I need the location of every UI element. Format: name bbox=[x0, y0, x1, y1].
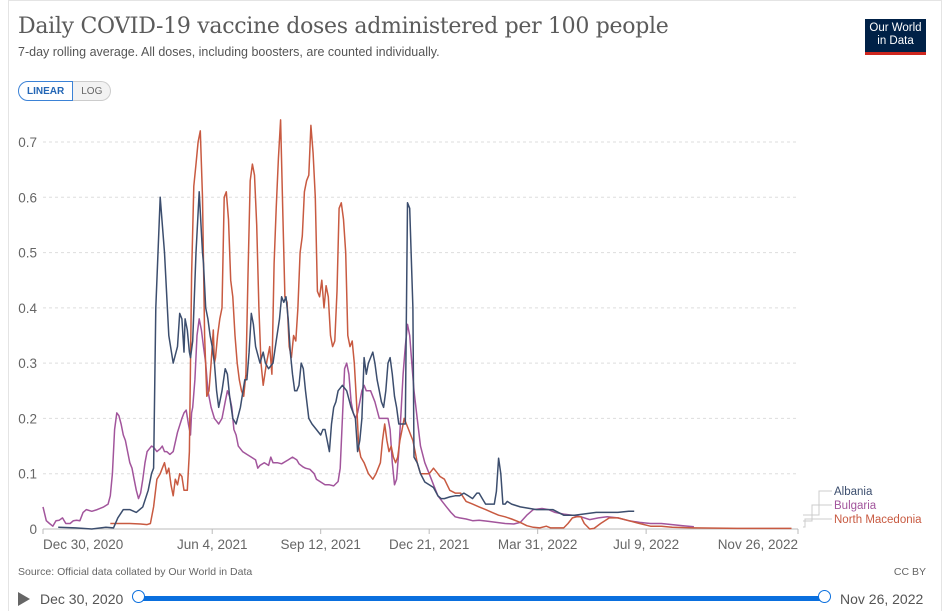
scale-toggle: LINEAR LOG bbox=[18, 81, 112, 101]
license-link[interactable]: CC BY bbox=[893, 566, 926, 578]
y-tick-label: 0.4 bbox=[18, 301, 37, 316]
y-tick-label: 0.7 bbox=[18, 135, 37, 150]
legend-connector bbox=[803, 490, 832, 516]
source-note: Source: Official data collated by Our Wo… bbox=[18, 566, 253, 578]
series-lines bbox=[42, 119, 792, 530]
chart-title: Daily COVID-19 vaccine doses administere… bbox=[18, 14, 669, 39]
x-tick-label: Sep 12, 2021 bbox=[281, 537, 361, 552]
owid-logo[interactable]: Our World in Data bbox=[865, 19, 926, 55]
linear-scale-button[interactable]: LINEAR bbox=[18, 81, 74, 101]
x-tick-label: Mar 31, 2022 bbox=[498, 537, 578, 552]
timeline-start-label: Dec 30, 2020 bbox=[40, 591, 124, 607]
y-axis-ticks: 0 0.1 0.2 0.3 0.4 0.5 0.6 0.7 bbox=[18, 135, 37, 537]
y-tick-label: 0.6 bbox=[18, 190, 37, 205]
y-tick-label: 0 bbox=[29, 522, 37, 537]
series-line-north-macedonia bbox=[110, 119, 792, 530]
logo-accent-bar bbox=[865, 52, 926, 55]
legend-label-north-macedonia[interactable]: North Macedonia bbox=[834, 514, 922, 526]
legend-label-albania[interactable]: Albania bbox=[834, 486, 873, 498]
series-line-albania bbox=[58, 191, 635, 530]
x-tick-label: Nov 26, 2022 bbox=[718, 537, 798, 552]
timeline-end-label: Nov 26, 2022 bbox=[840, 591, 924, 607]
chart-subtitle: 7-day rolling average. All doses, includ… bbox=[18, 45, 440, 59]
x-tick-label: Jun 4, 2021 bbox=[177, 537, 248, 552]
x-axis: Dec 30, 2020 Jun 4, 2021 Sep 12, 2021 Dec 2… bbox=[42, 528, 799, 552]
timeline-end-handle[interactable] bbox=[818, 590, 831, 603]
line-chart: 0 0.1 0.2 0.3 0.4 0.5 0.6 0.7 Dec 30, 2020 Jun 4… bbox=[18, 119, 922, 552]
log-scale-button[interactable]: LOG bbox=[73, 81, 112, 101]
y-tick-label: 0.2 bbox=[18, 411, 37, 426]
legend-label-bulgaria[interactable]: Bulgaria bbox=[834, 500, 877, 512]
x-tick-label: Dec 30, 2020 bbox=[43, 537, 123, 552]
legend-connector bbox=[803, 504, 832, 522]
logo-line-2: in Data bbox=[877, 35, 914, 47]
y-tick-label: 0.1 bbox=[18, 467, 37, 482]
timeline: Dec 30, 2020 Nov 26, 2022 bbox=[18, 589, 928, 609]
timeline-track[interactable] bbox=[138, 596, 826, 601]
y-tick-label: 0.5 bbox=[18, 246, 37, 261]
timeline-start-handle[interactable] bbox=[132, 590, 145, 603]
legend: Albania Bulgaria North Macedonia bbox=[803, 486, 922, 528]
legend-connector bbox=[803, 518, 832, 528]
logo-line-1: Our World bbox=[869, 22, 922, 34]
x-tick-label: Dec 21, 2021 bbox=[389, 537, 469, 552]
x-tick-label: Jul 9, 2022 bbox=[613, 537, 679, 552]
y-tick-label: 0.3 bbox=[18, 356, 37, 371]
play-icon[interactable] bbox=[18, 592, 30, 606]
chart-frame bbox=[8, 0, 942, 611]
series-line-bulgaria bbox=[42, 318, 694, 528]
